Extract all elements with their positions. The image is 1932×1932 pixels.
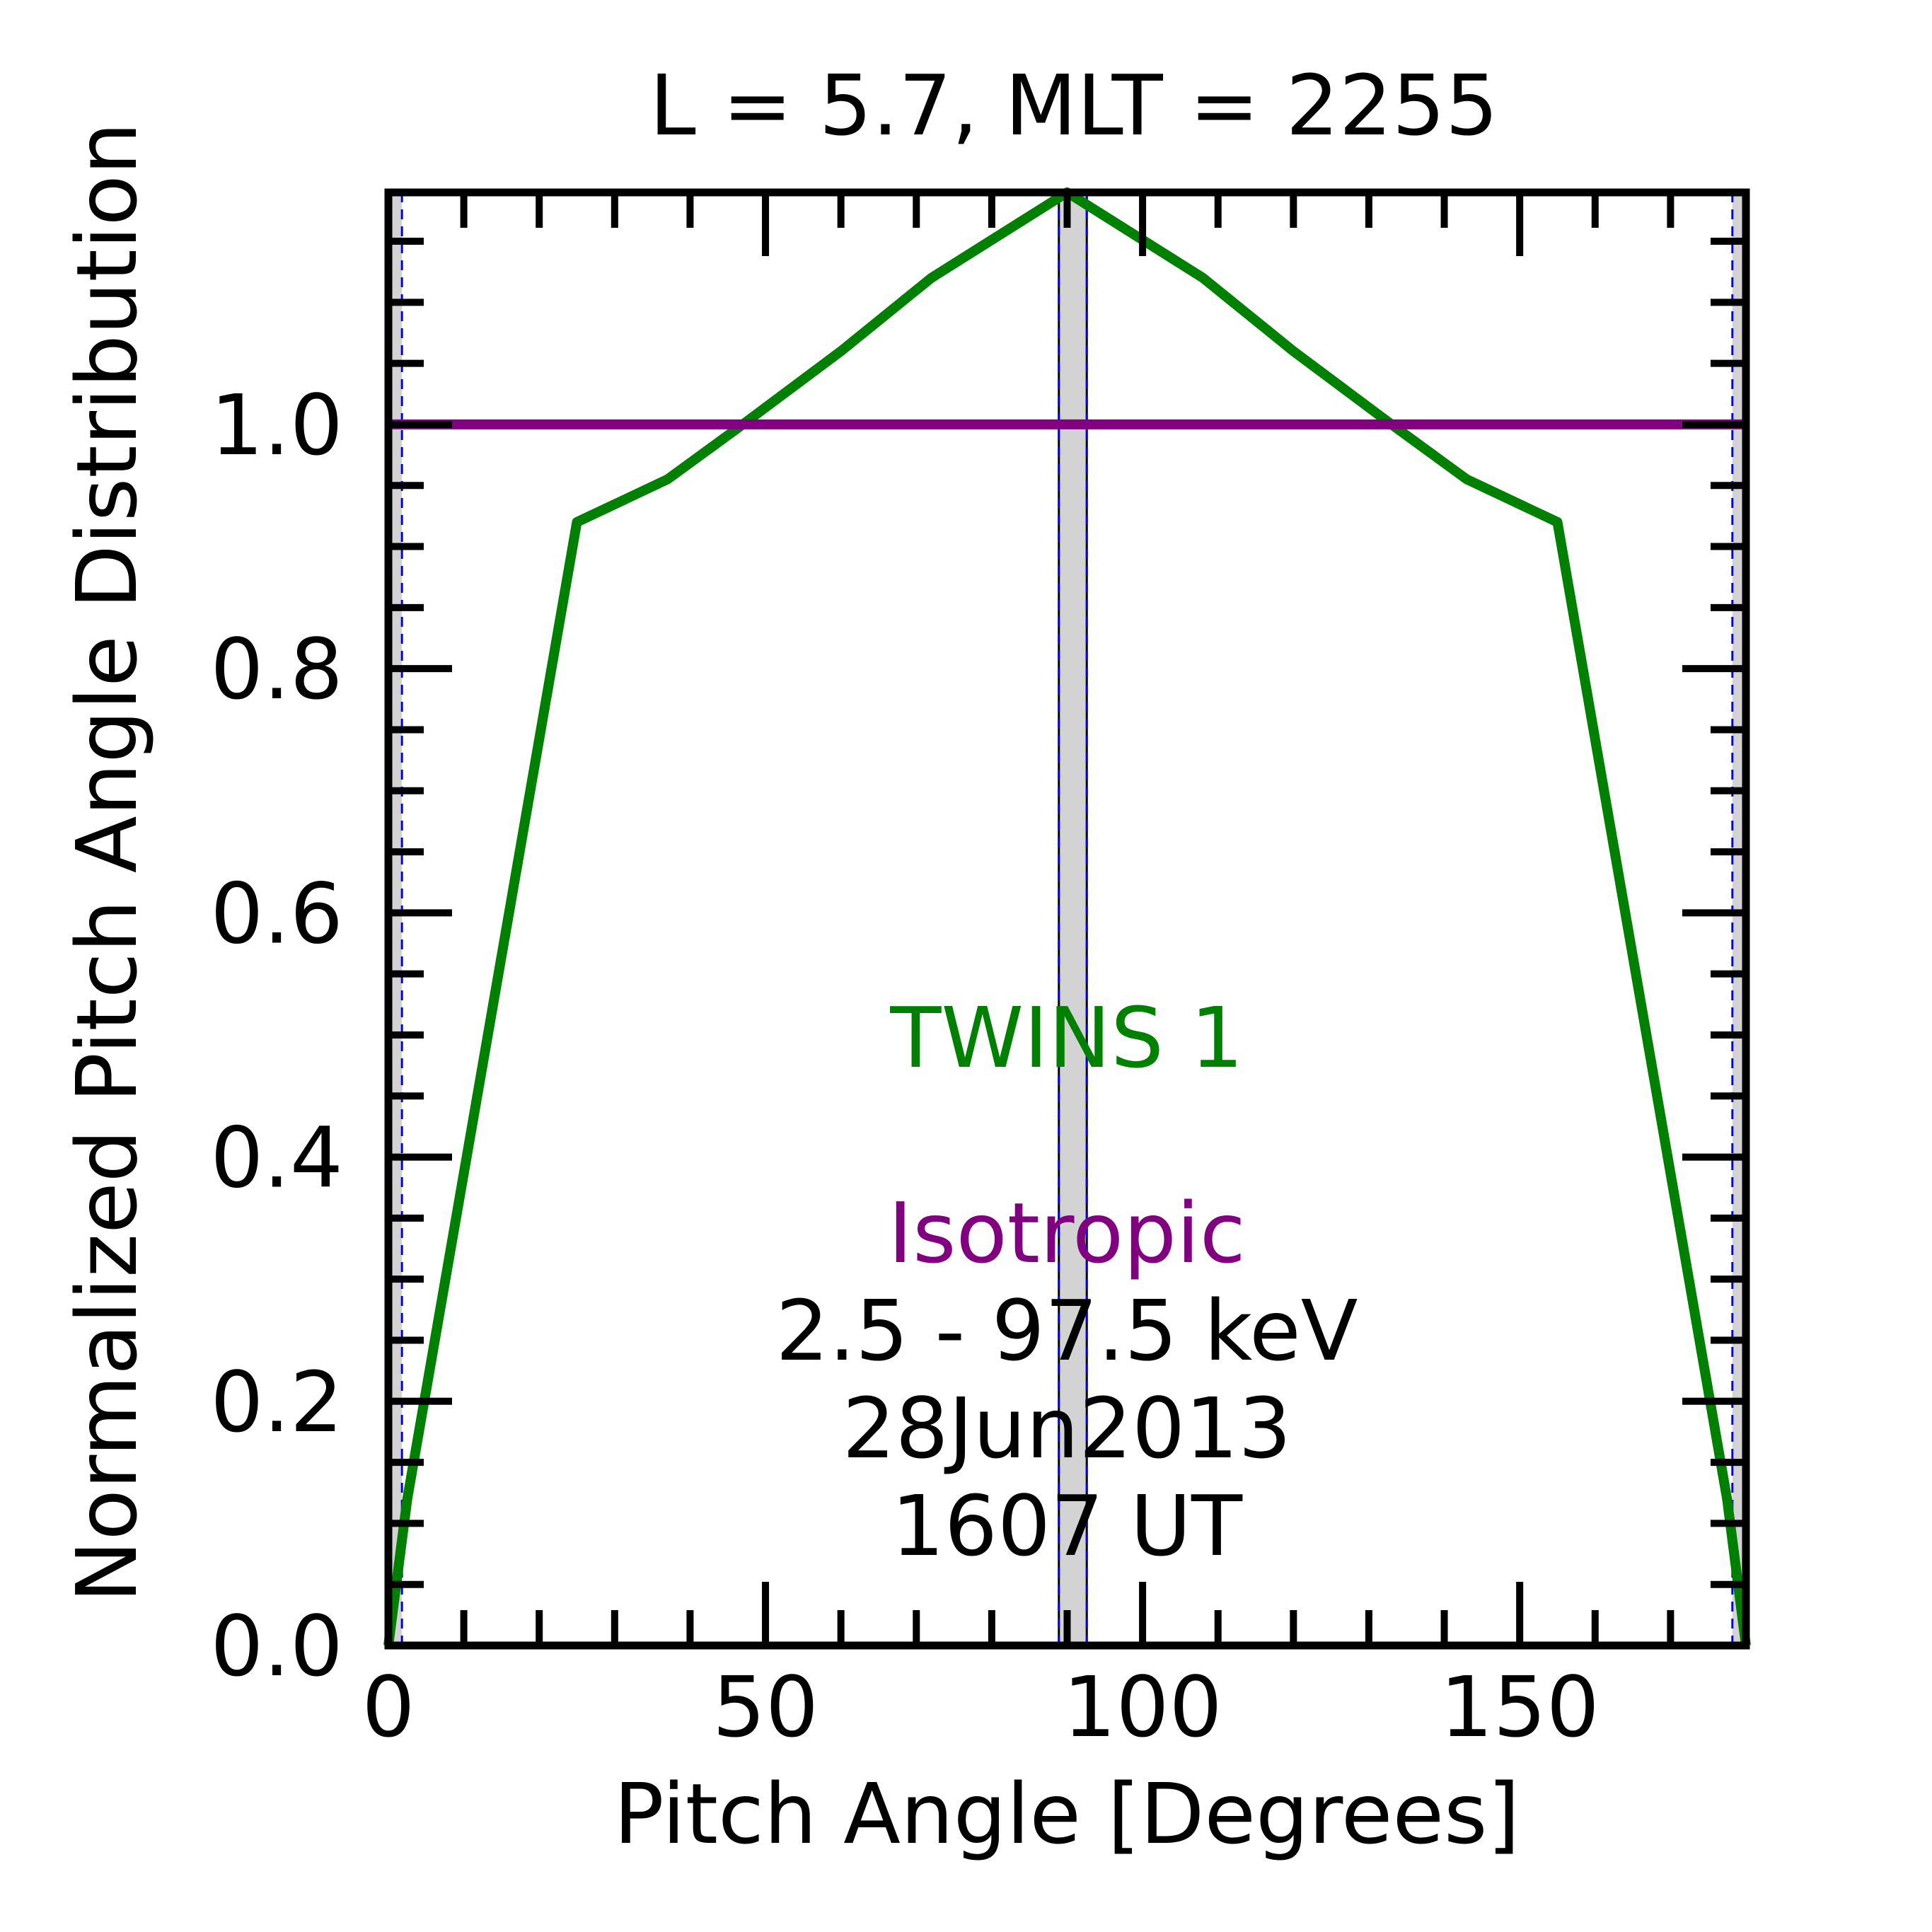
x-axis-label: Pitch Angle [Degrees] — [613, 1765, 1520, 1863]
annotation-isotropic: Isotropic — [888, 1184, 1245, 1282]
shaded-band-1 — [1058, 192, 1087, 1645]
tick-labels: 0 50 100 150 0.0 0.2 0.4 0.6 0.8 1.0 — [210, 376, 1599, 1756]
y-tick-label-1: 0.2 — [210, 1353, 343, 1451]
annotation-date: 28Jun2013 — [843, 1379, 1292, 1477]
x-tick-label-2: 100 — [1063, 1658, 1222, 1756]
y-tick-label-3: 0.6 — [210, 864, 343, 962]
annotation-twins: TWINS 1 — [889, 989, 1243, 1087]
y-tick-label-5: 1.0 — [210, 376, 343, 474]
x-tick-label-0: 0 — [361, 1658, 415, 1756]
y-axis-label: Normalized Pitch Angle Distribution — [58, 122, 156, 1602]
y-tick-label-0: 0.0 — [210, 1597, 343, 1695]
chart-title: L = 5.7, MLT = 2255 — [649, 57, 1498, 154]
x-tick-label-3: 150 — [1440, 1658, 1600, 1756]
annotation-time: 1607 UT — [891, 1477, 1243, 1575]
plot-frame — [384, 188, 1750, 1650]
x-tick-label-1: 50 — [712, 1658, 819, 1756]
y-tick-label-4: 0.8 — [210, 620, 343, 718]
y-tick-label-2: 0.4 — [210, 1109, 343, 1207]
annotation-energy: 2.5 - 97.5 keV — [776, 1282, 1358, 1379]
